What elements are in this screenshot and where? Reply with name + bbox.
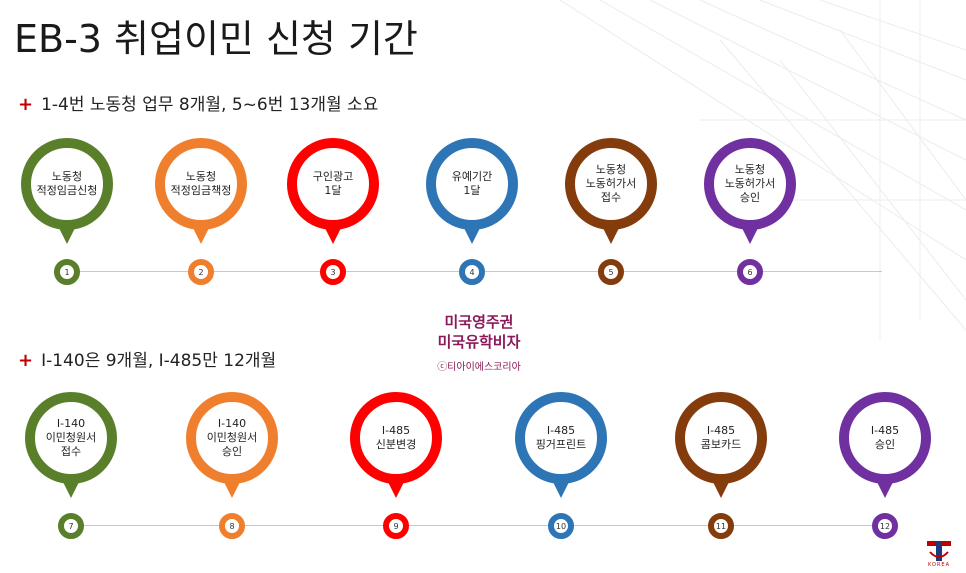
step-pin-5: 노동청 노동허가서 접수 [563,136,659,246]
step-number-marker: 5 [598,259,624,285]
step-number-marker: 1 [54,259,80,285]
logo-text: KOREA [928,562,950,568]
step-pin-11: I-485 콤보카드 [673,390,769,500]
step-pin-1: 노동청 적정임금신청 [19,136,115,246]
section-header-text: I-140은 9개월, I-485만 12개월 [41,351,277,371]
timeline-line [72,525,892,526]
map-pin-icon [565,138,657,244]
map-pin-icon [515,392,607,498]
map-pin-icon [704,138,796,244]
step-pin-4: 유예기간 1달 [424,136,520,246]
step-label: I-140 이민청원서 승인 [206,417,258,458]
map-pin-icon [287,138,379,244]
map-pin-icon [839,392,931,498]
map-pin-icon [350,392,442,498]
plus-icon: + [18,94,34,115]
map-pin-icon [155,138,247,244]
map-pin-icon [675,392,767,498]
step-label: I-485 핑거프린트 [535,424,587,451]
step-number-marker: 6 [737,259,763,285]
step-label: 노동청 적정임금책정 [170,170,232,197]
step-number-marker: 12 [872,513,898,539]
plus-icon: + [18,350,34,371]
tis-logo-icon: KOREA [924,538,954,568]
watermark-copyright: ⓒ티아이에스코리아 [437,362,521,373]
step-pin-9: I-485 신분변경 [348,390,444,500]
map-pin-icon [21,138,113,244]
map-pin-icon [186,392,278,498]
watermark-line-1: 미국영주권 [444,313,514,331]
step-number-marker: 3 [320,259,346,285]
section-header-2: + I-140은 9개월, I-485만 12개월 [18,346,276,371]
step-label: 노동청 노동허가서 접수 [585,163,637,204]
step-pin-3: 구인광고 1달 [285,136,381,246]
step-label: 노동청 노동허가서 승인 [724,163,776,204]
step-label: 구인광고 1달 [312,170,354,197]
step-number-marker: 11 [708,513,734,539]
step-pin-6: 노동청 노동허가서 승인 [702,136,798,246]
step-pin-2: 노동청 적정임금책정 [153,136,249,246]
section-header-1: +1-4번 노동청 업무 8개월, 5~6번 13개월 소요 [18,90,378,115]
step-label: I-140 이민청원서 접수 [45,417,97,458]
step-label: 유예기간 1달 [451,170,493,197]
step-pin-7: I-140 이민청원서 접수 [23,390,119,500]
step-number-marker: 9 [383,513,409,539]
map-pin-icon [426,138,518,244]
step-number-marker: 10 [548,513,574,539]
step-pin-10: I-485 핑거프린트 [513,390,609,500]
step-number-marker: 2 [188,259,214,285]
map-pin-icon [25,392,117,498]
step-label: I-485 승인 [870,424,900,451]
watermark-line-2: 미국유학비자 [437,333,521,351]
step-label: 노동청 적정임금신청 [36,170,98,197]
section-header-text: 1-4번 노동청 업무 8개월, 5~6번 13개월 소요 [41,95,379,115]
step-label: I-485 콤보카드 [700,424,742,451]
step-pin-8: I-140 이민청원서 승인 [184,390,280,500]
step-label: I-485 신분변경 [375,424,417,451]
step-number-marker: 7 [58,513,84,539]
step-pin-12: I-485 승인 [837,390,933,500]
page-title: EB-3 취업이민 신청 기간 [14,17,418,61]
watermark: 미국영주권 미국유학비자 ⓒ티아이에스코리아 [404,312,554,373]
step-number-marker: 4 [459,259,485,285]
step-number-marker: 8 [219,513,245,539]
